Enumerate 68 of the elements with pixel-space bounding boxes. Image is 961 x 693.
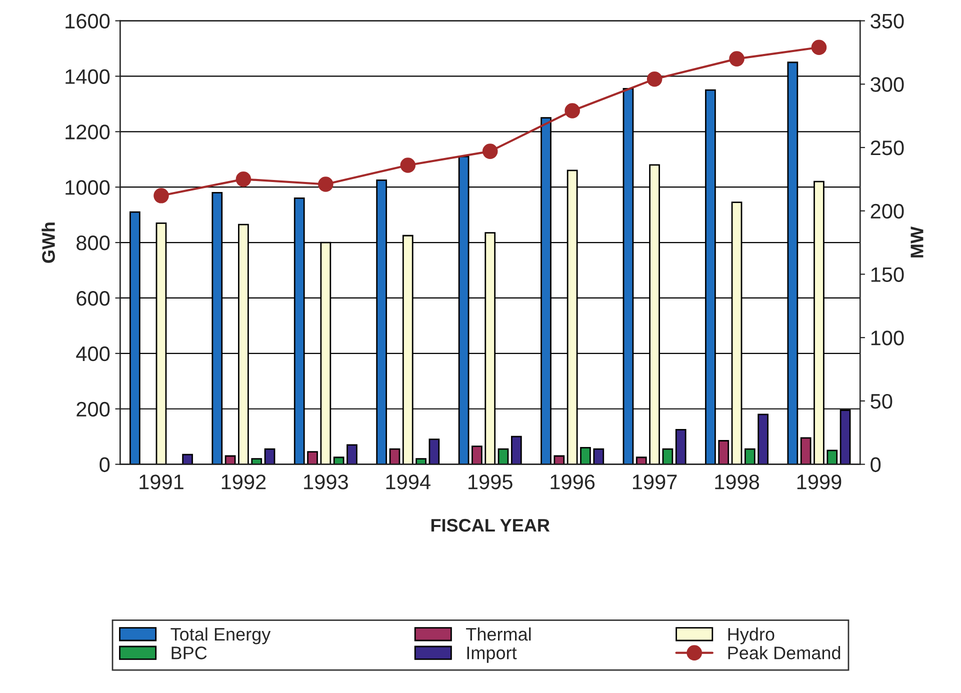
y2-tick-label: 250 bbox=[870, 140, 904, 156]
legend-label: Thermal bbox=[466, 627, 531, 641]
bar bbox=[182, 454, 193, 464]
y-tick-label: 1000 bbox=[66, 180, 110, 195]
bar bbox=[346, 444, 358, 464]
y2-tick-label: 300 bbox=[870, 77, 904, 92]
x-tick-label: 1992 bbox=[222, 474, 266, 490]
x-tick-label: 1993 bbox=[304, 474, 348, 490]
bar bbox=[675, 428, 686, 464]
bar bbox=[580, 446, 591, 464]
bar bbox=[472, 446, 482, 464]
x-tick-label: 1994 bbox=[386, 474, 430, 490]
y-tick-label: 1600 bbox=[66, 14, 110, 29]
legend-label: Peak Demand bbox=[728, 646, 840, 660]
legend-label: BPC bbox=[172, 646, 207, 660]
bar bbox=[251, 458, 262, 464]
legend-label: Import bbox=[467, 646, 517, 663]
x-tick-label: 1998 bbox=[715, 474, 760, 490]
bar bbox=[554, 455, 565, 464]
y-tick-label: 800 bbox=[76, 236, 110, 250]
y2-tick-label: 0 bbox=[870, 457, 881, 472]
bar bbox=[224, 455, 236, 464]
bar bbox=[662, 448, 674, 464]
y2-tick-label: 50 bbox=[870, 394, 892, 409]
legend-label: Total Energy bbox=[170, 627, 271, 644]
bar bbox=[428, 438, 440, 464]
point bbox=[482, 144, 498, 159]
bar bbox=[389, 448, 400, 464]
bar bbox=[800, 437, 812, 464]
bar bbox=[718, 440, 730, 464]
y-tick-label: 600 bbox=[76, 290, 110, 306]
y-tick-label: 0 bbox=[100, 457, 110, 472]
bar bbox=[593, 448, 604, 464]
y2-tick-label: 150 bbox=[871, 267, 904, 282]
point bbox=[236, 172, 252, 187]
y2-axis-title: MW bbox=[910, 226, 924, 258]
bar bbox=[510, 436, 522, 464]
bar bbox=[758, 414, 769, 464]
x-tick-label: 1999 bbox=[797, 474, 842, 490]
x-tick-label: 1997 bbox=[632, 474, 677, 490]
legend-label: Hydro bbox=[728, 627, 774, 644]
point bbox=[400, 158, 416, 173]
point bbox=[811, 40, 827, 56]
point bbox=[564, 103, 580, 118]
y-axis-title: GWh bbox=[42, 222, 55, 263]
y2-tick-label: 350 bbox=[870, 14, 904, 29]
bar bbox=[636, 456, 647, 464]
x-tick-label: 1996 bbox=[550, 474, 595, 490]
point bbox=[154, 188, 169, 204]
point bbox=[646, 71, 662, 87]
point bbox=[318, 176, 334, 192]
bar bbox=[826, 450, 838, 464]
y-tick-label: 200 bbox=[76, 402, 110, 417]
point bbox=[729, 51, 744, 66]
bar bbox=[333, 456, 344, 464]
x-axis-title: FISCAL YEAR bbox=[431, 518, 550, 532]
x-tick-label: 1991 bbox=[140, 474, 184, 490]
bar bbox=[416, 458, 426, 464]
y-tick-label: 1400 bbox=[66, 69, 110, 84]
y2-tick-label: 100 bbox=[871, 330, 904, 346]
x-tick-label: 1995 bbox=[468, 474, 512, 490]
bar bbox=[498, 448, 509, 464]
bar bbox=[744, 448, 756, 464]
y-tick-label: 400 bbox=[76, 346, 110, 362]
bar bbox=[264, 448, 276, 464]
bar bbox=[307, 451, 318, 464]
y-tick-label: 1200 bbox=[66, 124, 110, 140]
y2-tick-label: 200 bbox=[870, 204, 904, 219]
